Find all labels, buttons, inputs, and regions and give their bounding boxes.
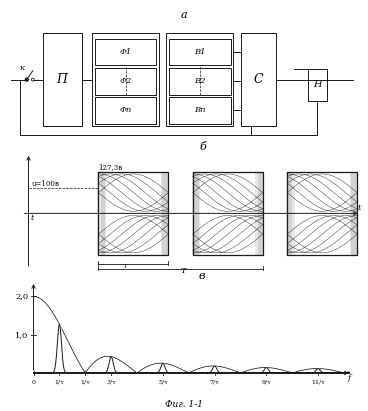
Text: 2,0: 2,0 [15,292,28,300]
Text: 1/τ: 1/τ [54,380,64,385]
Text: 5/τ: 5/τ [158,380,168,385]
Text: Φ1: Φ1 [120,48,132,56]
Text: 0: 0 [32,380,36,385]
Text: в: в [198,271,205,281]
Text: Bn: Bn [194,106,206,114]
Circle shape [25,78,28,81]
Text: 3/τ: 3/τ [106,380,116,385]
Text: 1/τ: 1/τ [80,380,90,385]
Bar [169,39,231,65]
Text: 9/τ: 9/τ [262,380,271,385]
Bar [169,68,231,95]
Text: б: б [200,143,207,152]
Bar [43,33,82,126]
Text: П: П [57,73,68,86]
Text: a: a [181,10,187,21]
Text: T: T [181,266,186,275]
Text: Н: Н [313,81,322,90]
Text: 7/τ: 7/τ [210,380,220,385]
Text: Φn: Φn [120,106,132,114]
Text: С: С [254,73,263,86]
Text: f: f [348,374,351,382]
Bar [241,33,276,126]
Text: τ: τ [123,261,128,270]
Text: B2: B2 [194,77,206,85]
Bar [166,33,233,126]
Bar [95,39,156,65]
Bar [95,68,156,95]
Text: Φ2: Φ2 [120,77,132,85]
Text: к: к [19,65,24,72]
Text: u=100в: u=100в [32,180,60,188]
Text: 127,3в: 127,3в [98,163,123,171]
Bar [308,69,327,101]
Text: 1,0: 1,0 [15,331,28,339]
Text: t: t [30,214,33,222]
Text: Фиг. 1-1: Фиг. 1-1 [165,400,203,409]
Bar [95,97,156,124]
Text: 11/τ: 11/τ [311,380,325,385]
Text: B1: B1 [194,48,206,56]
Text: t: t [357,204,361,212]
Bar [92,33,159,126]
Bar [169,97,231,124]
